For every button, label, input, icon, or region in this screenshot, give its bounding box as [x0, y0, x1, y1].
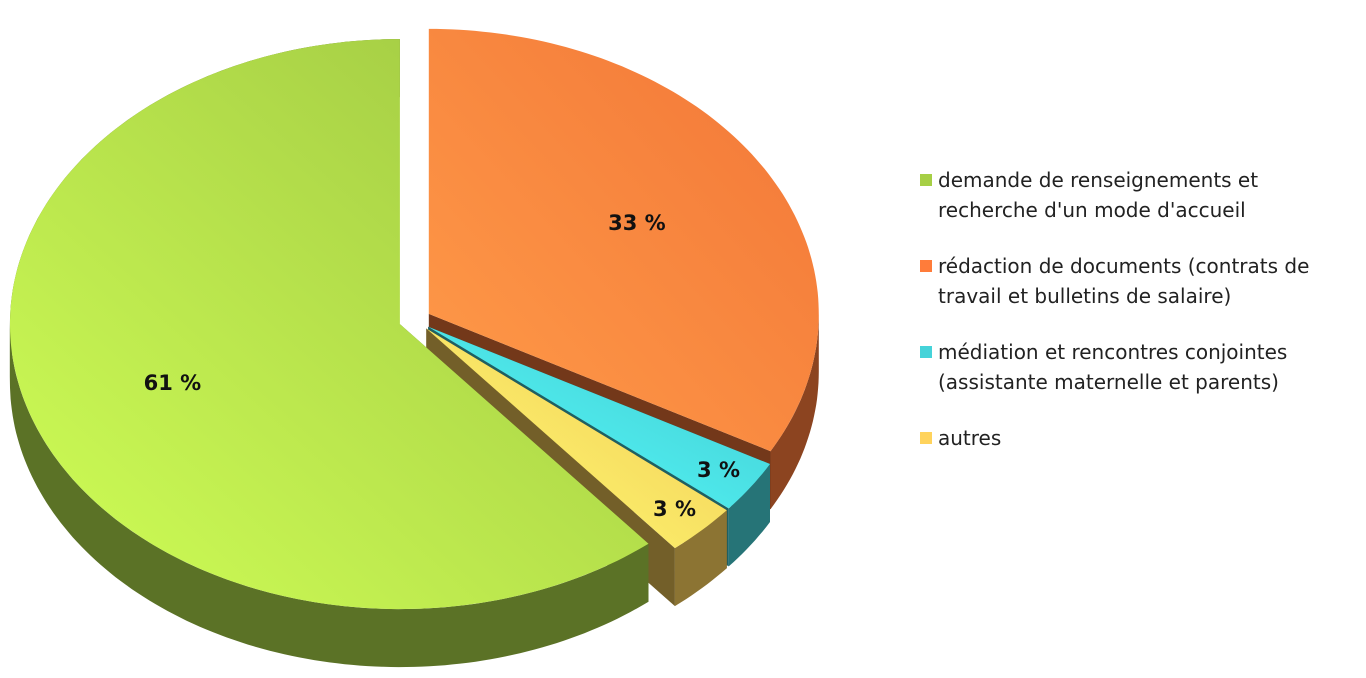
legend-item: rédaction de documents (contrats de trav… [920, 251, 1360, 311]
slice-side [770, 313, 819, 510]
data-label: 61 % [144, 371, 202, 395]
slice [426, 328, 727, 549]
legend-label: autres [938, 426, 1002, 450]
slice-side [728, 464, 770, 567]
legend-swatch [920, 432, 932, 444]
slice-side [674, 510, 727, 607]
legend-label: demande de renseignements et recherche d… [938, 168, 1259, 222]
legend-label: médiation et rencontres conjointes (assi… [938, 340, 1288, 394]
slice [10, 39, 649, 610]
legend-swatch [920, 346, 932, 358]
legend-swatch [920, 174, 932, 186]
data-label: 3 % [653, 497, 696, 521]
slice [428, 326, 770, 509]
slice [428, 28, 819, 452]
legend-item: autres [920, 423, 1360, 453]
data-label: 3 % [697, 458, 740, 482]
legend-label: rédaction de documents (contrats de trav… [938, 254, 1310, 308]
slice-side [9, 324, 649, 668]
data-label: 33 % [608, 211, 666, 235]
legend-item: demande de renseignements et recherche d… [920, 165, 1360, 225]
legend-item: médiation et rencontres conjointes (assi… [920, 337, 1360, 397]
legend: demande de renseignements et recherche d… [920, 165, 1360, 479]
chart: 33 % 3 %3 % 61 % [9, 28, 819, 668]
legend-swatch [920, 260, 932, 272]
